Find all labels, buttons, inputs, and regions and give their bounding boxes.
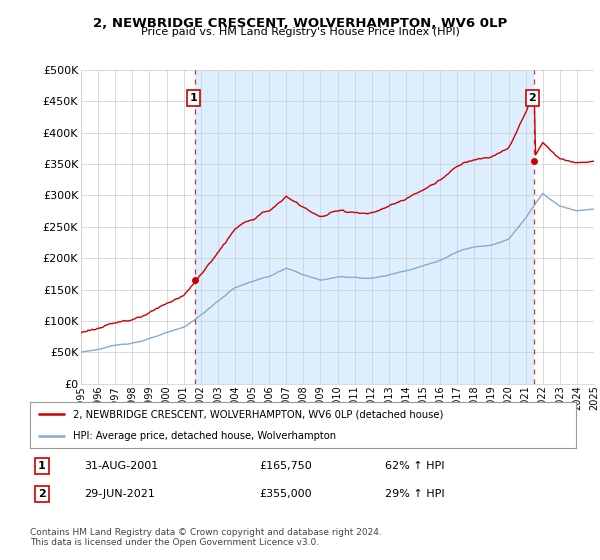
Text: 1: 1 <box>190 93 197 103</box>
Text: 2, NEWBRIDGE CRESCENT, WOLVERHAMPTON, WV6 0LP: 2, NEWBRIDGE CRESCENT, WOLVERHAMPTON, WV… <box>93 17 507 30</box>
Text: HPI: Average price, detached house, Wolverhampton: HPI: Average price, detached house, Wolv… <box>73 431 336 441</box>
Bar <box>195 70 534 384</box>
Text: Contains HM Land Registry data © Crown copyright and database right 2024.
This d: Contains HM Land Registry data © Crown c… <box>30 528 382 547</box>
Text: 62% ↑ HPI: 62% ↑ HPI <box>385 461 445 471</box>
Text: 29-JUN-2021: 29-JUN-2021 <box>85 489 155 499</box>
Text: £165,750: £165,750 <box>259 461 312 471</box>
Text: 2: 2 <box>38 489 46 499</box>
Text: 31-AUG-2001: 31-AUG-2001 <box>85 461 159 471</box>
Text: 2: 2 <box>529 93 536 103</box>
Text: 1: 1 <box>38 461 46 471</box>
Text: Price paid vs. HM Land Registry's House Price Index (HPI): Price paid vs. HM Land Registry's House … <box>140 27 460 37</box>
Text: £355,000: £355,000 <box>259 489 312 499</box>
Text: 2, NEWBRIDGE CRESCENT, WOLVERHAMPTON, WV6 0LP (detached house): 2, NEWBRIDGE CRESCENT, WOLVERHAMPTON, WV… <box>73 409 443 419</box>
Text: 29% ↑ HPI: 29% ↑ HPI <box>385 489 445 499</box>
